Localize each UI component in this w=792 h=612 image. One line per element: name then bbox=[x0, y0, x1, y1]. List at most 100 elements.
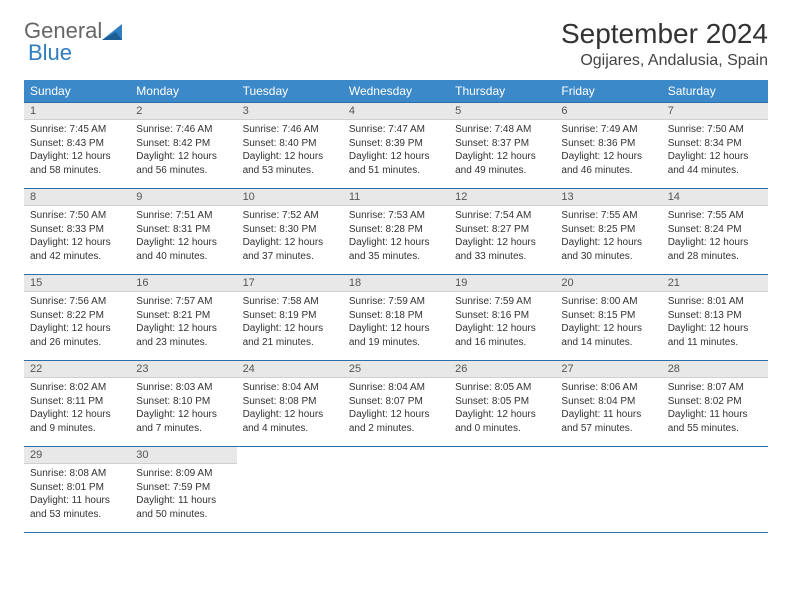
daylight-line: Daylight: 12 hours and 26 minutes. bbox=[30, 322, 124, 349]
day-number: 20 bbox=[555, 275, 661, 292]
calendar-cell bbox=[237, 447, 343, 533]
calendar-cell: 7Sunrise: 7:50 AMSunset: 8:34 PMDaylight… bbox=[662, 103, 768, 189]
day-number: 15 bbox=[24, 275, 130, 292]
sunset-line: Sunset: 8:11 PM bbox=[30, 395, 124, 409]
sunrise-line: Sunrise: 8:03 AM bbox=[136, 381, 230, 395]
daylight-line: Daylight: 12 hours and 21 minutes. bbox=[243, 322, 337, 349]
sunrise-line: Sunrise: 7:59 AM bbox=[455, 295, 549, 309]
sunset-line: Sunset: 8:43 PM bbox=[30, 137, 124, 151]
day-details: Sunrise: 7:54 AMSunset: 8:27 PMDaylight:… bbox=[449, 206, 555, 266]
sunrise-line: Sunrise: 8:07 AM bbox=[668, 381, 762, 395]
sunset-line: Sunset: 8:07 PM bbox=[349, 395, 443, 409]
daylight-line: Daylight: 12 hours and 35 minutes. bbox=[349, 236, 443, 263]
calendar-table: Sunday Monday Tuesday Wednesday Thursday… bbox=[24, 80, 768, 533]
calendar-cell: 11 Sunrise: 7:53 AMSunset: 8:28 PMDayligh… bbox=[343, 189, 449, 275]
day-number: 17 bbox=[237, 275, 343, 292]
day-number: 13 bbox=[555, 189, 661, 206]
sunrise-line: Sunrise: 8:00 AM bbox=[561, 295, 655, 309]
calendar-cell: 6Sunrise: 7:49 AMSunset: 8:36 PMDaylight… bbox=[555, 103, 661, 189]
col-wed: Wednesday bbox=[343, 80, 449, 103]
day-number: 23 bbox=[130, 361, 236, 378]
sunrise-line: Sunrise: 7:53 AM bbox=[349, 209, 443, 223]
sunrise-line: Sunrise: 7:55 AM bbox=[561, 209, 655, 223]
day-number: 10 bbox=[237, 189, 343, 206]
daylight-line: Daylight: 12 hours and 7 minutes. bbox=[136, 408, 230, 435]
col-fri: Friday bbox=[555, 80, 661, 103]
day-details: Sunrise: 8:04 AMSunset: 8:07 PMDaylight:… bbox=[343, 378, 449, 438]
calendar-cell: 16Sunrise: 7:57 AMSunset: 8:21 PMDayligh… bbox=[130, 275, 236, 361]
day-details: Sunrise: 7:57 AMSunset: 8:21 PMDaylight:… bbox=[130, 292, 236, 352]
calendar-row: 1Sunrise: 7:45 AMSunset: 8:43 PMDaylight… bbox=[24, 103, 768, 189]
day-number: 11 bbox=[343, 189, 449, 206]
day-details: Sunrise: 7:59 AMSunset: 8:16 PMDaylight:… bbox=[449, 292, 555, 352]
day-details: Sunrise: 8:06 AMSunset: 8:04 PMDaylight:… bbox=[555, 378, 661, 438]
daylight-line: Daylight: 11 hours and 55 minutes. bbox=[668, 408, 762, 435]
day-details: Sunrise: 8:02 AMSunset: 8:11 PMDaylight:… bbox=[24, 378, 130, 438]
day-number: 3 bbox=[237, 103, 343, 120]
day-details: Sunrise: 8:00 AMSunset: 8:15 PMDaylight:… bbox=[555, 292, 661, 352]
day-number: 1 bbox=[24, 103, 130, 120]
calendar-cell: 23Sunrise: 8:03 AMSunset: 8:10 PMDayligh… bbox=[130, 361, 236, 447]
daylight-line: Daylight: 11 hours and 53 minutes. bbox=[30, 494, 124, 521]
calendar-cell: 24 Sunrise: 8:04 AMSunset: 8:08 PMDayligh… bbox=[237, 361, 343, 447]
day-number: 29 bbox=[24, 447, 130, 464]
daylight-line: Daylight: 11 hours and 50 minutes. bbox=[136, 494, 230, 521]
daylight-line: Daylight: 12 hours and 37 minutes. bbox=[243, 236, 337, 263]
sunset-line: Sunset: 8:02 PM bbox=[668, 395, 762, 409]
sunrise-line: Sunrise: 7:46 AM bbox=[243, 123, 337, 137]
sunrise-line: Sunrise: 7:51 AM bbox=[136, 209, 230, 223]
calendar-cell bbox=[449, 447, 555, 533]
day-details: Sunrise: 7:48 AMSunset: 8:37 PMDaylight:… bbox=[449, 120, 555, 180]
day-details: Sunrise: 7:50 AMSunset: 8:34 PMDaylight:… bbox=[662, 120, 768, 180]
sunrise-line: Sunrise: 7:50 AM bbox=[668, 123, 762, 137]
calendar-cell: 22Sunrise: 8:02 AMSunset: 8:11 PMDayligh… bbox=[24, 361, 130, 447]
daylight-line: Daylight: 12 hours and 4 minutes. bbox=[243, 408, 337, 435]
calendar-cell: 12Sunrise: 7:54 AMSunset: 8:27 PMDayligh… bbox=[449, 189, 555, 275]
location: Ogijares, Andalusia, Spain bbox=[561, 52, 768, 70]
day-details: Sunrise: 7:52 AMSunset: 8:30 PMDaylight:… bbox=[237, 206, 343, 266]
sunset-line: Sunset: 8:31 PM bbox=[136, 223, 230, 237]
month-title: September 2024 bbox=[561, 18, 768, 50]
sunrise-line: Sunrise: 7:46 AM bbox=[136, 123, 230, 137]
calendar-cell: 1Sunrise: 7:45 AMSunset: 8:43 PMDaylight… bbox=[24, 103, 130, 189]
sunset-line: Sunset: 8:08 PM bbox=[243, 395, 337, 409]
day-details: Sunrise: 7:56 AMSunset: 8:22 PMDaylight:… bbox=[24, 292, 130, 352]
day-number: 26 bbox=[449, 361, 555, 378]
daylight-line: Daylight: 12 hours and 14 minutes. bbox=[561, 322, 655, 349]
calendar-cell: 18Sunrise: 7:59 AMSunset: 8:18 PMDayligh… bbox=[343, 275, 449, 361]
day-details: Sunrise: 8:05 AMSunset: 8:05 PMDaylight:… bbox=[449, 378, 555, 438]
calendar-row: 29Sunrise: 8:08 AMSunset: 8:01 PMDayligh… bbox=[24, 447, 768, 533]
day-details: Sunrise: 8:03 AMSunset: 8:10 PMDaylight:… bbox=[130, 378, 236, 438]
daylight-line: Daylight: 12 hours and 11 minutes. bbox=[668, 322, 762, 349]
daylight-line: Daylight: 12 hours and 53 minutes. bbox=[243, 150, 337, 177]
daylight-line: Daylight: 12 hours and 42 minutes. bbox=[30, 236, 124, 263]
calendar-cell: 19Sunrise: 7:59 AMSunset: 8:16 PMDayligh… bbox=[449, 275, 555, 361]
day-number: 27 bbox=[555, 361, 661, 378]
sunrise-line: Sunrise: 7:47 AM bbox=[349, 123, 443, 137]
sunrise-line: Sunrise: 7:50 AM bbox=[30, 209, 124, 223]
sunset-line: Sunset: 8:04 PM bbox=[561, 395, 655, 409]
sunset-line: Sunset: 8:16 PM bbox=[455, 309, 549, 323]
day-number: 24 bbox=[237, 361, 343, 378]
sunset-line: Sunset: 8:13 PM bbox=[668, 309, 762, 323]
calendar-cell: 30Sunrise: 8:09 AMSunset: 7:59 PMDayligh… bbox=[130, 447, 236, 533]
sunrise-line: Sunrise: 8:04 AM bbox=[243, 381, 337, 395]
col-tue: Tuesday bbox=[237, 80, 343, 103]
sunset-line: Sunset: 8:28 PM bbox=[349, 223, 443, 237]
daylight-line: Daylight: 12 hours and 2 minutes. bbox=[349, 408, 443, 435]
sunset-line: Sunset: 8:30 PM bbox=[243, 223, 337, 237]
daylight-line: Daylight: 12 hours and 30 minutes. bbox=[561, 236, 655, 263]
day-details: Sunrise: 7:46 AMSunset: 8:42 PMDaylight:… bbox=[130, 120, 236, 180]
sunrise-line: Sunrise: 7:59 AM bbox=[349, 295, 443, 309]
calendar-cell: 10Sunrise: 7:52 AMSunset: 8:30 PMDayligh… bbox=[237, 189, 343, 275]
calendar-cell: 17Sunrise: 7:58 AMSunset: 8:19 PMDayligh… bbox=[237, 275, 343, 361]
day-number: 19 bbox=[449, 275, 555, 292]
calendar-row: 8Sunrise: 7:50 AMSunset: 8:33 PMDaylight… bbox=[24, 189, 768, 275]
sunset-line: Sunset: 8:18 PM bbox=[349, 309, 443, 323]
sunset-line: Sunset: 8:10 PM bbox=[136, 395, 230, 409]
day-number: 2 bbox=[130, 103, 236, 120]
sunrise-line: Sunrise: 8:01 AM bbox=[668, 295, 762, 309]
calendar-cell bbox=[343, 447, 449, 533]
sunset-line: Sunset: 8:40 PM bbox=[243, 137, 337, 151]
calendar-cell: 5Sunrise: 7:48 AMSunset: 8:37 PMDaylight… bbox=[449, 103, 555, 189]
